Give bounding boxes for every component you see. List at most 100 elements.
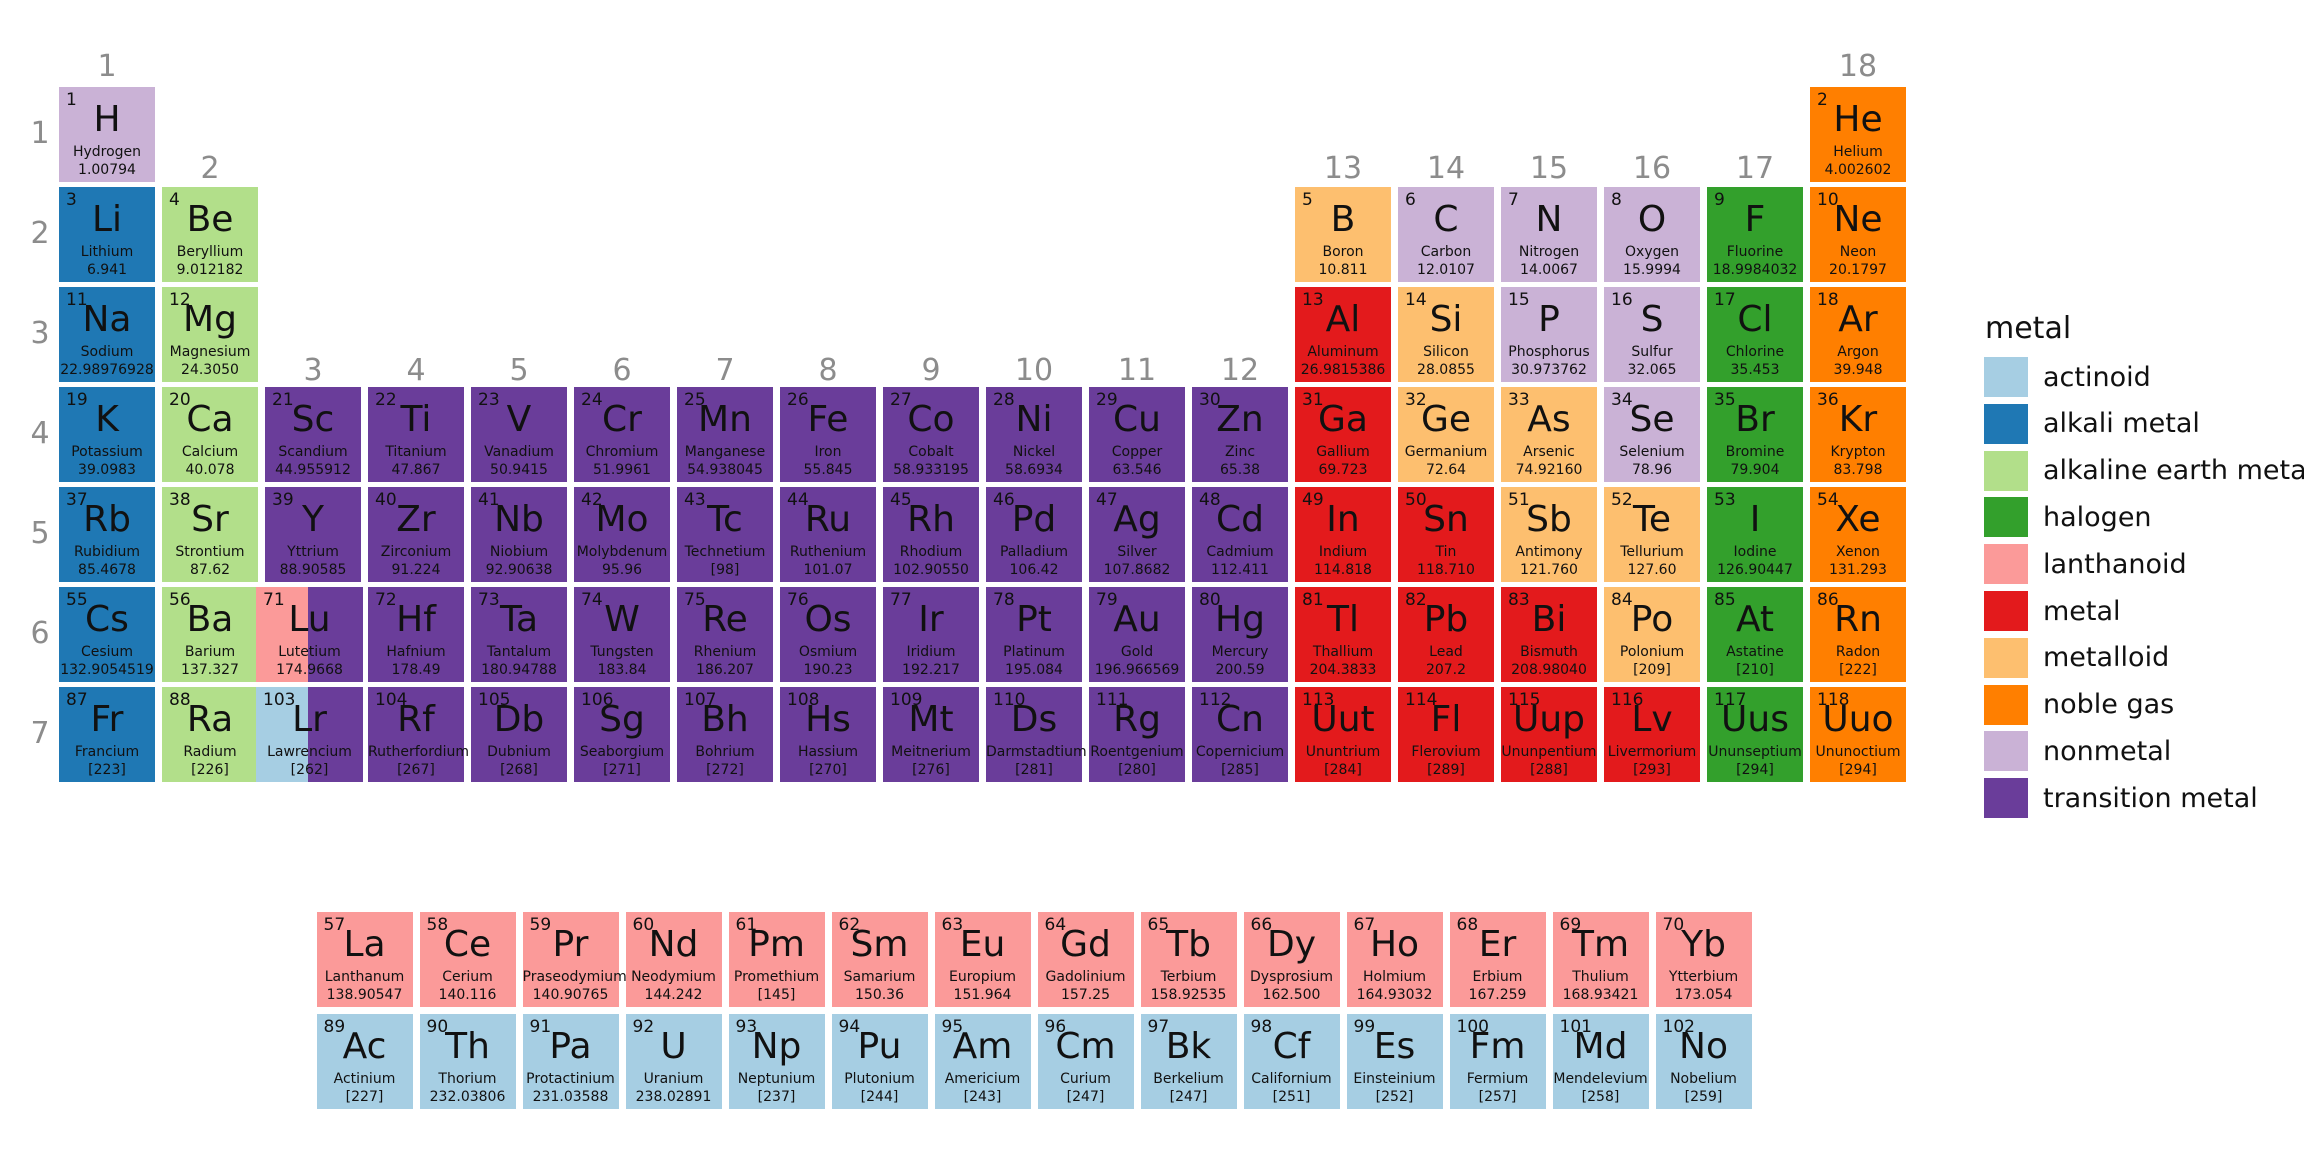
atomic-number: 52	[1611, 490, 1633, 510]
atomic-mass: 168.93421	[1562, 987, 1639, 1003]
element-cell-li: 3 Li Lithium 6.941	[59, 187, 155, 282]
atomic-mass: 87.62	[189, 562, 231, 578]
atomic-number: 59	[529, 915, 552, 935]
legend-swatch-transition-metal	[1984, 778, 2028, 819]
atomic-mass: [226]	[191, 762, 229, 778]
atomic-number: 98	[1250, 1017, 1273, 1037]
atomic-mass: 173.054	[1674, 987, 1733, 1003]
atomic-mass: 132.9054519	[60, 662, 154, 678]
atomic-number: 88	[169, 690, 191, 710]
element-symbol: Ba	[186, 599, 234, 640]
atomic-mass: [210]	[1736, 662, 1774, 678]
element-cell-la: 57 La Lanthanum 138.90547	[316, 912, 413, 1007]
atomic-number: 15	[1508, 290, 1530, 310]
element-symbol: Ce	[443, 924, 492, 965]
atomic-mass: 114.818	[1314, 562, 1372, 578]
atomic-mass: 26.9815386	[1300, 362, 1386, 378]
atomic-mass: [285]	[1221, 762, 1259, 778]
atomic-number: 14	[1405, 290, 1427, 310]
element-name: Cesium	[80, 644, 134, 660]
element-name: Meitnerium	[891, 744, 971, 760]
element-name: Californium	[1251, 1071, 1332, 1087]
element-cell-co: 27 Co Cobalt 58.933195	[883, 387, 979, 482]
atomic-number: 73	[478, 590, 500, 610]
element-symbol: Rn	[1834, 599, 1882, 640]
element-symbol: Lr	[292, 699, 327, 740]
element-name: Titanium	[385, 444, 447, 460]
group-label-15: 15	[1529, 151, 1569, 186]
element-cell-lr: 103 Lr Lawrencium [262]	[256, 687, 363, 782]
atomic-number: 104	[375, 690, 408, 710]
element-symbol: I	[1749, 499, 1761, 540]
atomic-mass: 63.546	[1112, 462, 1162, 478]
element-cell-cn: 112 Cn Copernicium [285]	[1192, 687, 1288, 782]
element-symbol: Rh	[907, 499, 955, 540]
element-name: Helium	[1833, 144, 1883, 160]
element-cell-xe: 54 Xe Xenon 131.293	[1810, 487, 1906, 582]
element-cell-tb: 65 Tb Terbium 158.92535	[1140, 912, 1237, 1007]
atomic-number: 38	[169, 490, 191, 510]
element-cell-am: 95 Am Americium [243]	[934, 1014, 1031, 1109]
element-name: Germanium	[1404, 444, 1488, 460]
legend-label-alkaline-earth-metal: alkaline earth metal	[2043, 455, 2304, 487]
atomic-number: 76	[787, 590, 809, 610]
element-cell-ti: 22 Ti Titanium 47.867	[368, 387, 464, 482]
atomic-number: 99	[1353, 1017, 1376, 1037]
period-label-7: 7	[30, 716, 50, 751]
element-symbol: Hf	[396, 599, 436, 640]
atomic-number: 26	[787, 390, 809, 410]
element-cell-sg: 106 Sg Seaborgium [271]	[574, 687, 670, 782]
element-symbol: Cn	[1216, 699, 1264, 740]
atomic-number: 114	[1405, 690, 1438, 710]
element-name: Thallium	[1312, 644, 1374, 660]
element-cell-ga: 31 Ga Gallium 69.723	[1295, 387, 1391, 482]
element-symbol: Tm	[1571, 924, 1630, 965]
element-symbol: Cd	[1216, 499, 1264, 540]
element-cell-pt: 78 Pt Platinum 195.084	[986, 587, 1082, 682]
element-name: Calcium	[181, 444, 239, 460]
atomic-mass: 167.259	[1468, 987, 1527, 1003]
group-label-2: 2	[200, 151, 220, 186]
element-symbol: Sc	[291, 399, 335, 440]
element-symbol: Zr	[396, 499, 436, 540]
atomic-mass: 65.38	[1219, 462, 1261, 478]
element-name: Antimony	[1515, 544, 1583, 560]
element-symbol: Uus	[1721, 699, 1789, 740]
atomic-mass: [209]	[1633, 662, 1671, 678]
element-name: Curium	[1060, 1071, 1111, 1087]
element-symbol: Tl	[1327, 599, 1359, 640]
group-label-11: 11	[1117, 353, 1157, 388]
element-name: Ununoctium	[1815, 744, 1901, 760]
element-symbol: Cu	[1113, 399, 1161, 440]
atomic-number: 77	[890, 590, 912, 610]
atomic-number: 103	[263, 690, 296, 710]
group-label-6: 6	[612, 353, 632, 388]
element-symbol: Po	[1630, 599, 1674, 640]
atomic-number: 92	[632, 1017, 655, 1037]
group-label-9: 9	[921, 353, 941, 388]
element-symbol: Ca	[186, 399, 234, 440]
group-label-12: 12	[1220, 353, 1260, 388]
element-cell-cm: 96 Cm Curium [247]	[1037, 1014, 1134, 1109]
element-name: Ununseptium	[1708, 744, 1802, 760]
element-name: Astatine	[1726, 644, 1784, 660]
atomic-number: 118	[1817, 690, 1850, 710]
element-symbol: Pa	[549, 1026, 592, 1067]
atomic-number: 109	[890, 690, 923, 710]
atomic-mass: 102.90550	[893, 562, 969, 578]
element-symbol: Au	[1113, 599, 1161, 640]
atomic-number: 100	[1456, 1017, 1489, 1037]
legend-swatch-halogen	[1984, 497, 2028, 538]
legend-item-nonmetal: nonmetal	[1984, 731, 2171, 772]
element-name: Einsteinium	[1353, 1071, 1436, 1087]
element-name: Arsenic	[1523, 444, 1575, 460]
element-symbol: C	[1433, 199, 1459, 240]
element-symbol: Lu	[288, 599, 331, 640]
element-cell-po: 84 Po Polonium [209]	[1604, 587, 1700, 682]
element-symbol: Sb	[1526, 499, 1572, 540]
element-name: Nobelium	[1670, 1071, 1737, 1087]
atomic-mass: [237]	[757, 1089, 796, 1105]
atomic-number: 18	[1817, 290, 1839, 310]
atomic-number: 102	[1662, 1017, 1695, 1037]
element-cell-kr: 36 Kr Krypton 83.798	[1810, 387, 1906, 482]
